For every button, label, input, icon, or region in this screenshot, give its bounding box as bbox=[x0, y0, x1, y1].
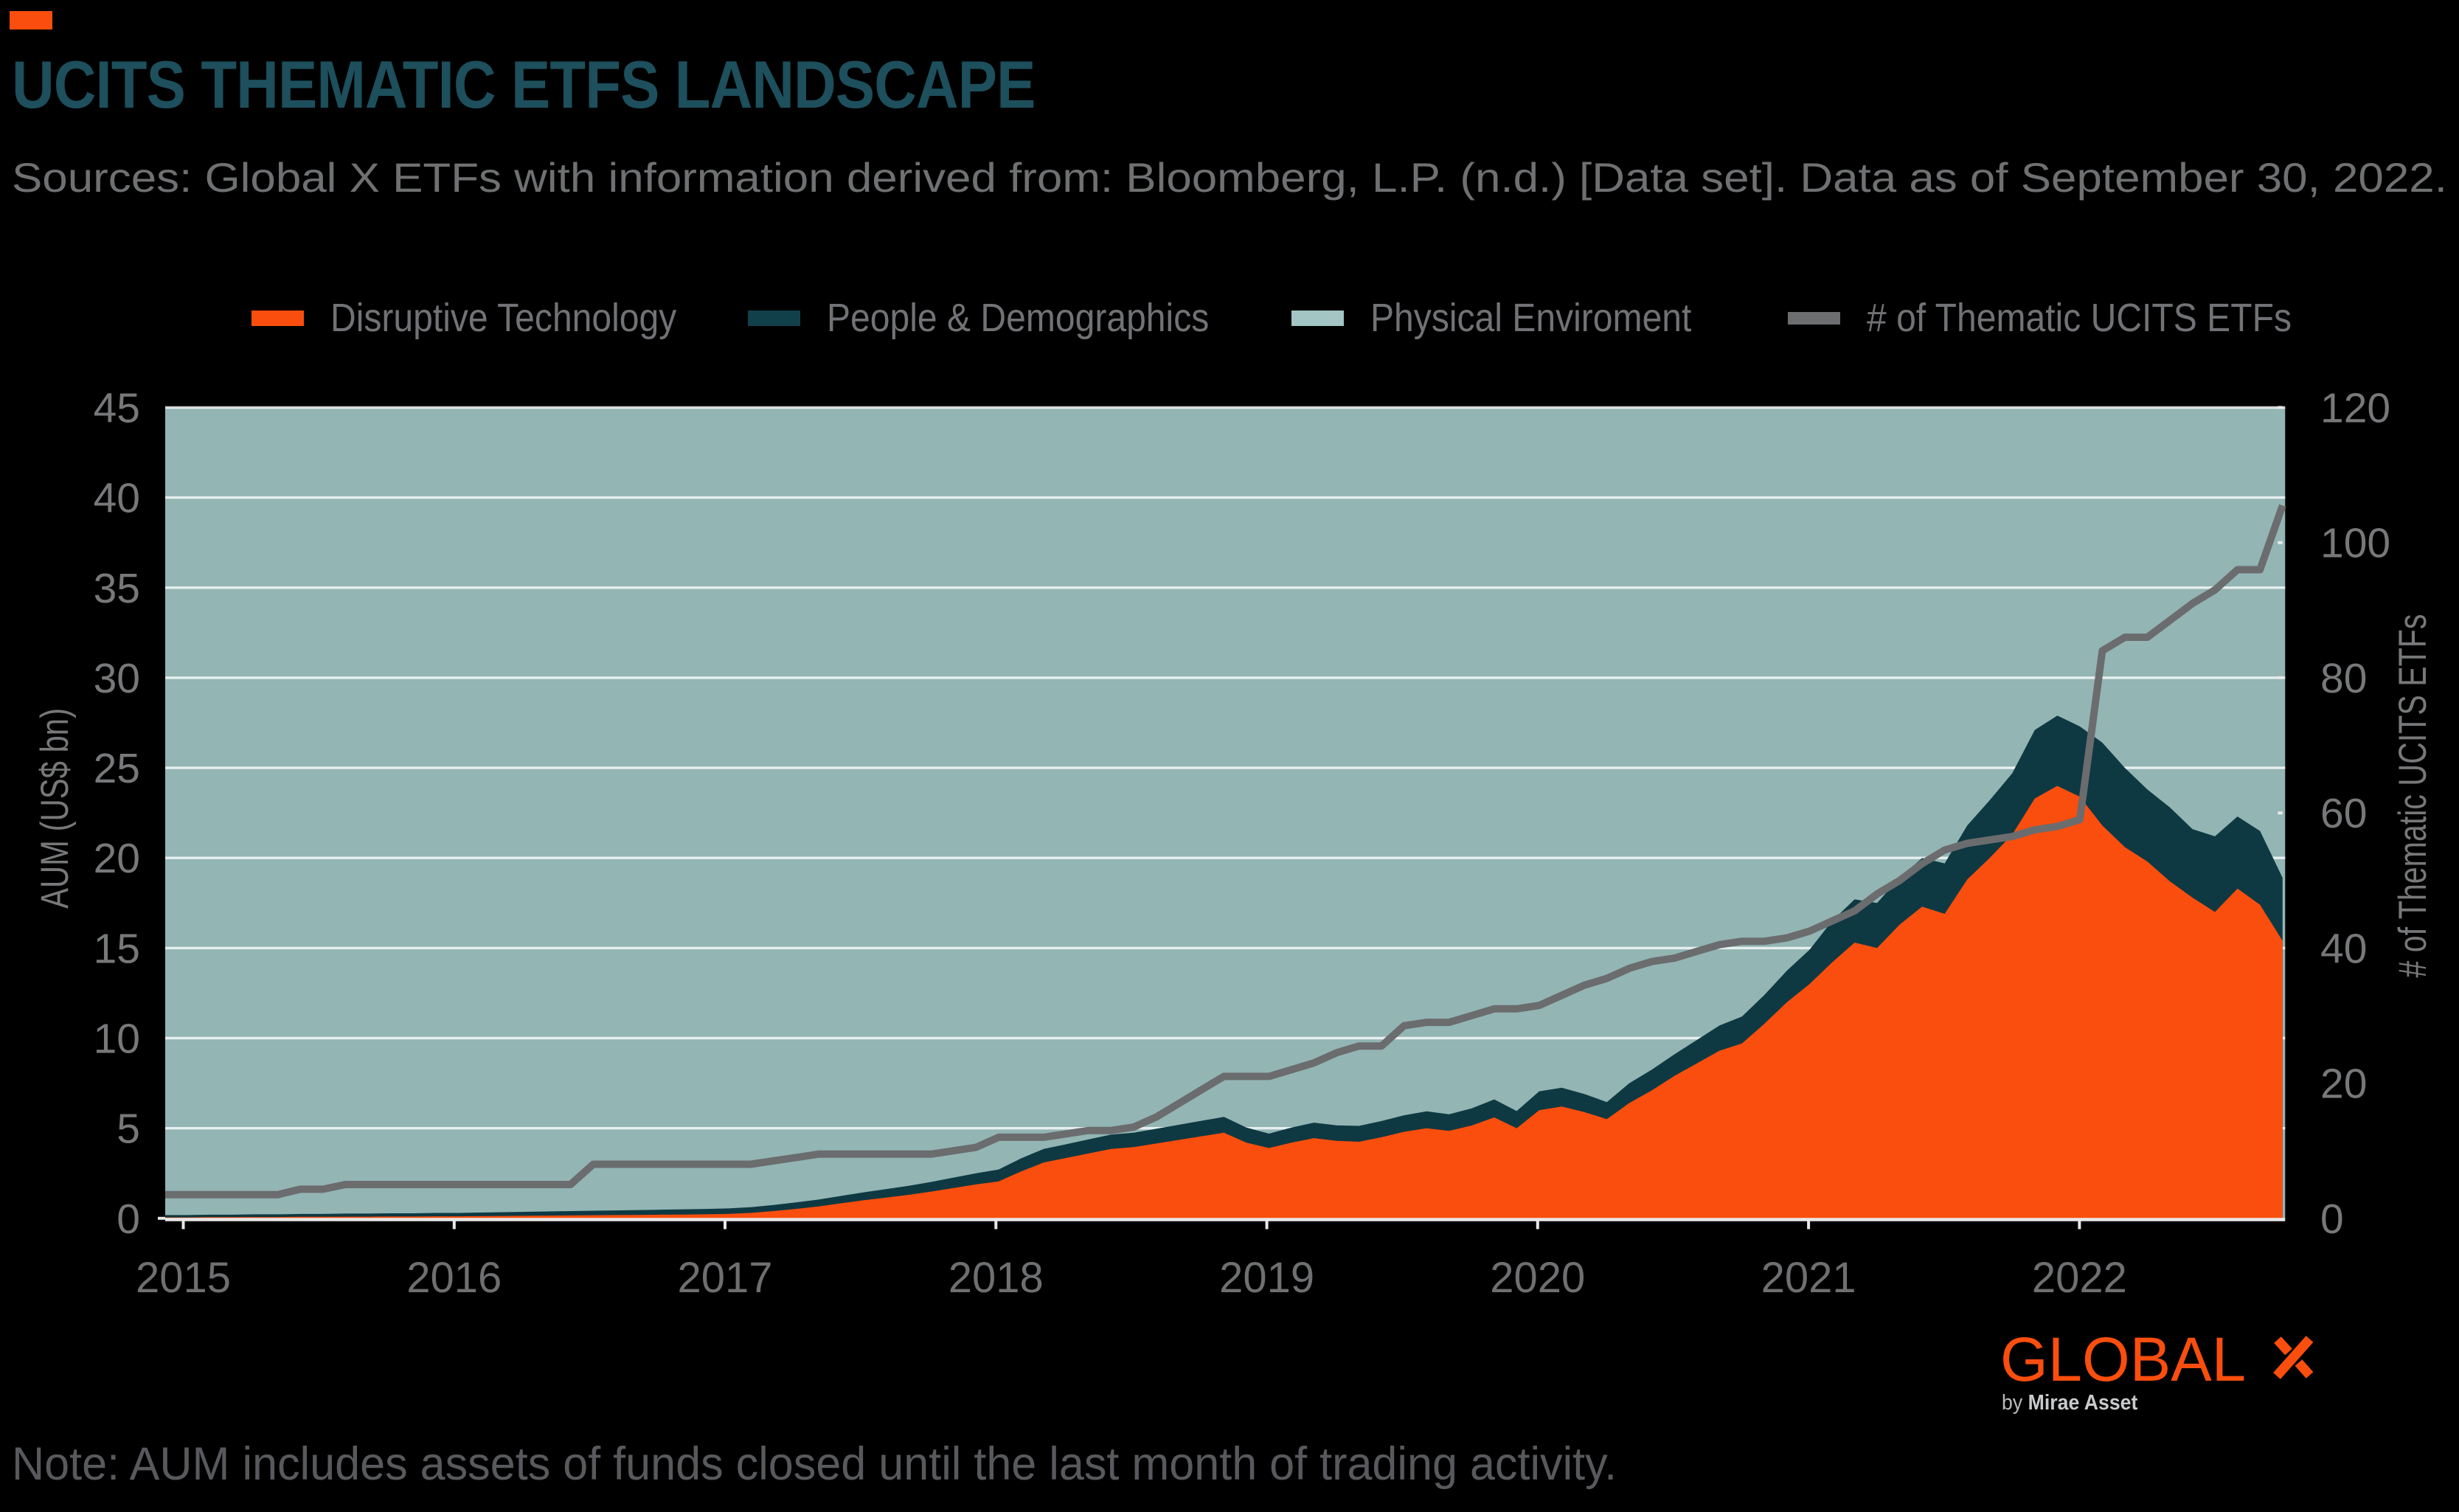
svg-text:5: 5 bbox=[117, 1106, 140, 1153]
svg-text:0: 0 bbox=[2320, 1196, 2344, 1243]
svg-text:45: 45 bbox=[94, 385, 140, 432]
svg-text:20: 20 bbox=[2320, 1061, 2367, 1108]
svg-text:2017: 2017 bbox=[677, 1254, 772, 1302]
svg-text:40: 40 bbox=[94, 475, 140, 522]
svg-text:2020: 2020 bbox=[1490, 1254, 1585, 1302]
svg-text:60: 60 bbox=[2320, 790, 2367, 837]
svg-text:15: 15 bbox=[94, 925, 140, 972]
svg-text:GLOBAL: GLOBAL bbox=[2000, 1325, 2246, 1394]
svg-text:2021: 2021 bbox=[1761, 1254, 1856, 1302]
svg-text:2019: 2019 bbox=[1219, 1254, 1314, 1302]
svg-text:80: 80 bbox=[2320, 655, 2367, 702]
svg-text:2015: 2015 bbox=[136, 1254, 231, 1302]
svg-text:2016: 2016 bbox=[406, 1254, 502, 1302]
svg-text:2022: 2022 bbox=[2032, 1254, 2127, 1302]
svg-text:2018: 2018 bbox=[948, 1254, 1044, 1302]
svg-text:AUM (US$ bn): AUM (US$ bn) bbox=[33, 708, 77, 909]
svg-text:120: 120 bbox=[2320, 385, 2390, 432]
svg-text:10: 10 bbox=[94, 1016, 140, 1063]
svg-text:0: 0 bbox=[117, 1196, 140, 1243]
svg-text:35: 35 bbox=[94, 565, 140, 612]
svg-text:100: 100 bbox=[2320, 520, 2390, 567]
svg-text:40: 40 bbox=[2320, 925, 2367, 972]
svg-text:30: 30 bbox=[94, 655, 140, 702]
svg-text:25: 25 bbox=[94, 745, 140, 792]
svg-text:20: 20 bbox=[94, 835, 140, 882]
svg-text:# of Thematic UCITS ETFs: # of Thematic UCITS ETFs bbox=[2391, 614, 2435, 978]
